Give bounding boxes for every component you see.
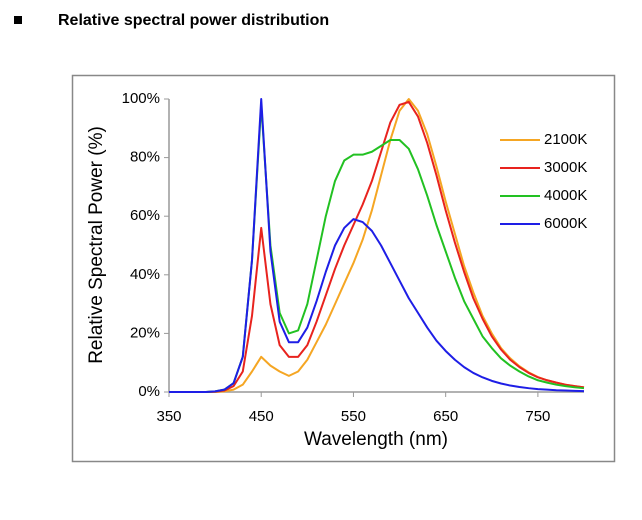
x-axis-label: Wavelength (nm) [304,429,448,450]
y-tick-label: 40% [130,266,160,283]
title-bullet [14,16,22,24]
y-tick-label: 60% [130,207,160,224]
y-tick-label: 20% [130,324,160,341]
y-tick-label: 80% [130,149,160,166]
y-axis-label: Relative Spectral Power (%) [86,126,107,364]
y-tick-label: 100% [122,90,160,107]
legend-label: 2100K [544,131,587,148]
legend-label: 6000K [544,215,587,232]
legend-label: 4000K [544,187,587,204]
x-tick-label: 650 [433,408,458,425]
x-tick-label: 350 [156,408,181,425]
series-line [169,98,585,393]
legend-label: 3000K [544,159,587,176]
x-tick-label: 450 [249,408,274,425]
x-tick-label: 550 [341,408,366,425]
chart-title: Relative spectral power distribution [58,12,329,29]
y-tick-label: 0% [138,383,160,400]
x-tick-label: 750 [525,408,550,425]
series-line [169,100,585,393]
